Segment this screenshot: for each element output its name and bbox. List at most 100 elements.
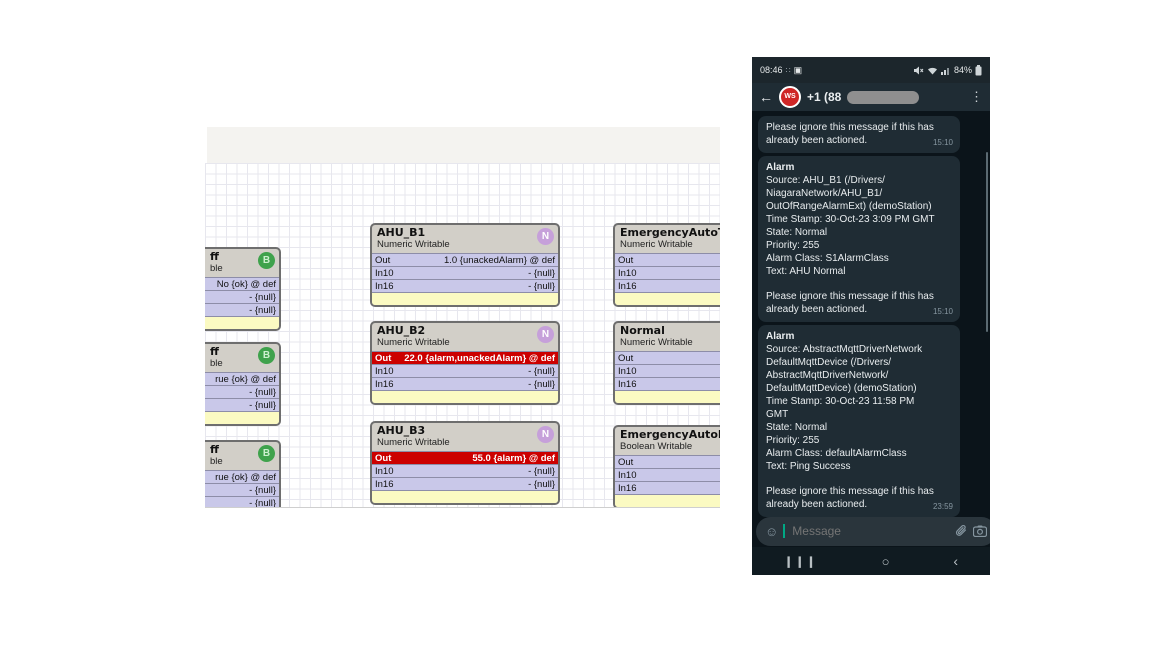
message-input[interactable] bbox=[790, 523, 950, 539]
message-footer: Please ignore this message if this has a… bbox=[766, 486, 934, 510]
kebab-menu-icon[interactable]: ⋮ bbox=[970, 89, 983, 104]
block-out-row[interactable]: rue {ok} @ def bbox=[205, 372, 279, 385]
block-in10-row[interactable]: - {null} bbox=[205, 385, 279, 398]
boolean-badge-icon: B bbox=[258, 252, 275, 269]
out-label: Out bbox=[618, 254, 634, 266]
contact-avatar[interactable]: WS bbox=[779, 86, 801, 108]
in16-label: In16 bbox=[375, 280, 394, 292]
block-in10-row[interactable]: - {null} bbox=[205, 290, 279, 303]
block-footer bbox=[615, 292, 720, 305]
block-in16-row[interactable]: - {null} bbox=[205, 398, 279, 411]
in10-label: In10 bbox=[618, 267, 637, 279]
block-subtitle: Numeric Writable bbox=[620, 337, 693, 348]
message-pill[interactable]: ☺ bbox=[756, 516, 990, 546]
wiresheet-grid[interactable]: ff ble B No {ok} @ def - {null} - {null}… bbox=[205, 163, 720, 507]
battery-percent: 84% bbox=[953, 65, 972, 75]
block-in16-row[interactable]: In16 - {null} bbox=[372, 279, 558, 292]
message-body: Source: AbstractMqttDriverNetwork Defaul… bbox=[766, 344, 923, 472]
out-label: Out bbox=[618, 456, 634, 468]
block-out-row[interactable]: No {ok} @ def bbox=[205, 277, 279, 290]
message-bubble[interactable]: Alarm Source: AbstractMqttDriverNetwork … bbox=[758, 325, 960, 517]
block-out-row[interactable]: rue {ok} @ def bbox=[205, 470, 279, 483]
block-in16-row[interactable]: In16 bbox=[615, 377, 720, 390]
block-in16-row[interactable]: In16 - {null} bbox=[372, 477, 558, 490]
block-out-row-alarm[interactable]: Out 22.0 {alarm,unackedAlarm} @ def bbox=[372, 351, 558, 364]
function-block-left-3[interactable]: ff ble B rue {ok} @ def - {null} - {null… bbox=[205, 440, 281, 507]
block-title: AHU_B1 bbox=[377, 226, 426, 239]
function-block-emergencyautobl[interactable]: EmergencyAutoBl Boolean Writable Out In1… bbox=[613, 425, 720, 507]
chat-area[interactable]: Please ignore this message if this has a… bbox=[752, 111, 990, 517]
in10-label: In10 bbox=[375, 267, 394, 279]
in16-label: In16 bbox=[618, 378, 637, 390]
in10-label: In10 bbox=[618, 469, 637, 481]
attachment-icon[interactable] bbox=[954, 524, 968, 538]
function-block-left-1[interactable]: ff ble B No {ok} @ def - {null} - {null} bbox=[205, 247, 281, 331]
numeric-badge-icon: N bbox=[537, 326, 554, 343]
in16-value: - {null} bbox=[528, 478, 555, 490]
out-value: rue {ok} @ def bbox=[215, 373, 276, 385]
emoji-icon[interactable]: ☺ bbox=[765, 523, 779, 539]
camera-icon[interactable] bbox=[973, 525, 988, 537]
block-out-row[interactable]: Out bbox=[615, 455, 720, 468]
numeric-badge-icon: N bbox=[537, 228, 554, 245]
message-bubble[interactable]: Alarm Source: AHU_B1 (/Drivers/ NiagaraN… bbox=[758, 156, 960, 322]
block-in10-row[interactable]: In10 - {null} bbox=[372, 464, 558, 477]
in16-value: - {null} bbox=[528, 280, 555, 292]
message-header: Alarm bbox=[766, 162, 795, 173]
back-arrow-icon[interactable]: ← bbox=[759, 89, 773, 105]
speaker-muted-icon bbox=[913, 66, 924, 74]
in16-label: In16 bbox=[618, 482, 637, 494]
function-block-ahu-b2[interactable]: AHU_B2 Numeric Writable N Out 22.0 {alarm… bbox=[370, 321, 560, 405]
out-value: 1.0 {unackedAlarm} @ def bbox=[443, 254, 555, 266]
contact-name[interactable]: +1 (88 bbox=[807, 90, 842, 104]
home-button[interactable]: ○ bbox=[881, 553, 890, 569]
function-block-ahu-b3[interactable]: AHU_B3 Numeric Writable N Out 55.0 {alarm… bbox=[370, 421, 560, 505]
function-block-emergencyautote[interactable]: EmergencyAutoTe Numeric Writable Out In1… bbox=[613, 223, 720, 307]
block-footer bbox=[372, 390, 558, 403]
block-in10-row[interactable]: In10 bbox=[615, 364, 720, 377]
recents-button[interactable]: ❙❙❙ bbox=[783, 555, 818, 568]
in10-value: - {null} bbox=[528, 267, 555, 279]
message-bubble[interactable]: Please ignore this message if this has a… bbox=[758, 116, 960, 153]
block-subtitle: Numeric Writable bbox=[620, 239, 693, 250]
block-footer bbox=[205, 316, 279, 329]
block-title: EmergencyAutoTe bbox=[620, 226, 720, 239]
block-in10-row[interactable]: In10 bbox=[615, 266, 720, 279]
block-out-row[interactable]: Out bbox=[615, 253, 720, 266]
block-subtitle: Numeric Writable bbox=[377, 239, 450, 250]
function-block-left-2[interactable]: ff ble B rue {ok} @ def - {null} - {null… bbox=[205, 342, 281, 426]
block-title: EmergencyAutoBl bbox=[620, 428, 720, 441]
block-footer bbox=[615, 494, 720, 507]
block-in16-row[interactable]: In16 bbox=[615, 481, 720, 494]
block-in10-row[interactable]: In10 bbox=[615, 468, 720, 481]
wifi-icon bbox=[927, 67, 937, 74]
block-title: ff bbox=[210, 345, 219, 358]
back-button[interactable]: ‹ bbox=[953, 553, 959, 569]
block-in16-row[interactable]: - {null} bbox=[205, 303, 279, 316]
block-in10-row[interactable]: - {null} bbox=[205, 483, 279, 496]
block-title: AHU_B3 bbox=[377, 424, 426, 437]
block-in16-row[interactable]: In16 bbox=[615, 279, 720, 292]
block-in10-row[interactable]: In10 - {null} bbox=[372, 364, 558, 377]
out-label: Out bbox=[375, 352, 392, 364]
function-block-normal[interactable]: Normal Numeric Writable Out In10 In16 bbox=[613, 321, 720, 405]
block-footer bbox=[372, 292, 558, 305]
block-out-row-alarm[interactable]: Out 55.0 {alarm} @ def bbox=[372, 451, 558, 464]
block-in16-row[interactable]: - {null} bbox=[205, 496, 279, 507]
block-subtitle: ble bbox=[210, 263, 223, 274]
block-in10-row[interactable]: In10 - {null} bbox=[372, 266, 558, 279]
composer-bar: ☺ bbox=[752, 515, 990, 547]
message-header: Alarm bbox=[766, 331, 795, 342]
chat-scrollbar[interactable] bbox=[986, 152, 988, 332]
out-value: No {ok} @ def bbox=[216, 278, 276, 290]
block-out-row[interactable]: Out 1.0 {unackedAlarm} @ def bbox=[372, 253, 558, 266]
message-footer: Please ignore this message if this has a… bbox=[766, 291, 934, 315]
block-out-row[interactable]: Out bbox=[615, 351, 720, 364]
out-label: Out bbox=[375, 254, 391, 266]
function-block-ahu-b1[interactable]: AHU_B1 Numeric Writable N Out 1.0 {unacke… bbox=[370, 223, 560, 307]
notification-dots-icon: ∷ bbox=[785, 65, 791, 75]
message-time: 15:10 bbox=[932, 138, 953, 147]
message-time: 15:10 bbox=[932, 307, 953, 316]
block-subtitle: ble bbox=[210, 456, 223, 467]
block-in16-row[interactable]: In16 - {null} bbox=[372, 377, 558, 390]
